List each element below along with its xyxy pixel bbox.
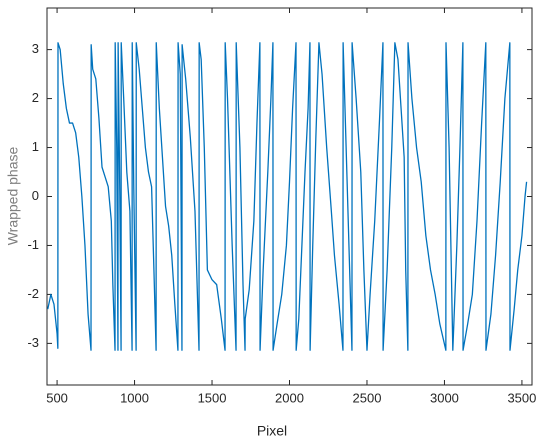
y-tick-label: -2 [27,286,39,301]
x-tick-label: 3500 [507,390,536,405]
x-tick-label: 3000 [430,390,459,405]
y-tick-label: 3 [32,41,39,56]
x-tick-label: 2000 [275,390,304,405]
y-tick-label: -1 [27,237,39,252]
y-tick-label: 1 [32,139,39,154]
x-axis-label: Pixel [257,423,287,439]
y-tick-label: 2 [32,90,39,105]
x-tick-label: 1500 [198,390,227,405]
y-axis-label: Wrapped phase [5,146,21,245]
y-tick-label: -3 [27,335,39,350]
data-line [47,42,528,351]
x-tick-label: 1000 [120,390,149,405]
x-tick-label: 2500 [353,390,382,405]
plot-area [46,7,533,386]
x-tick-label: 500 [46,390,68,405]
y-tick-label: 0 [32,188,39,203]
